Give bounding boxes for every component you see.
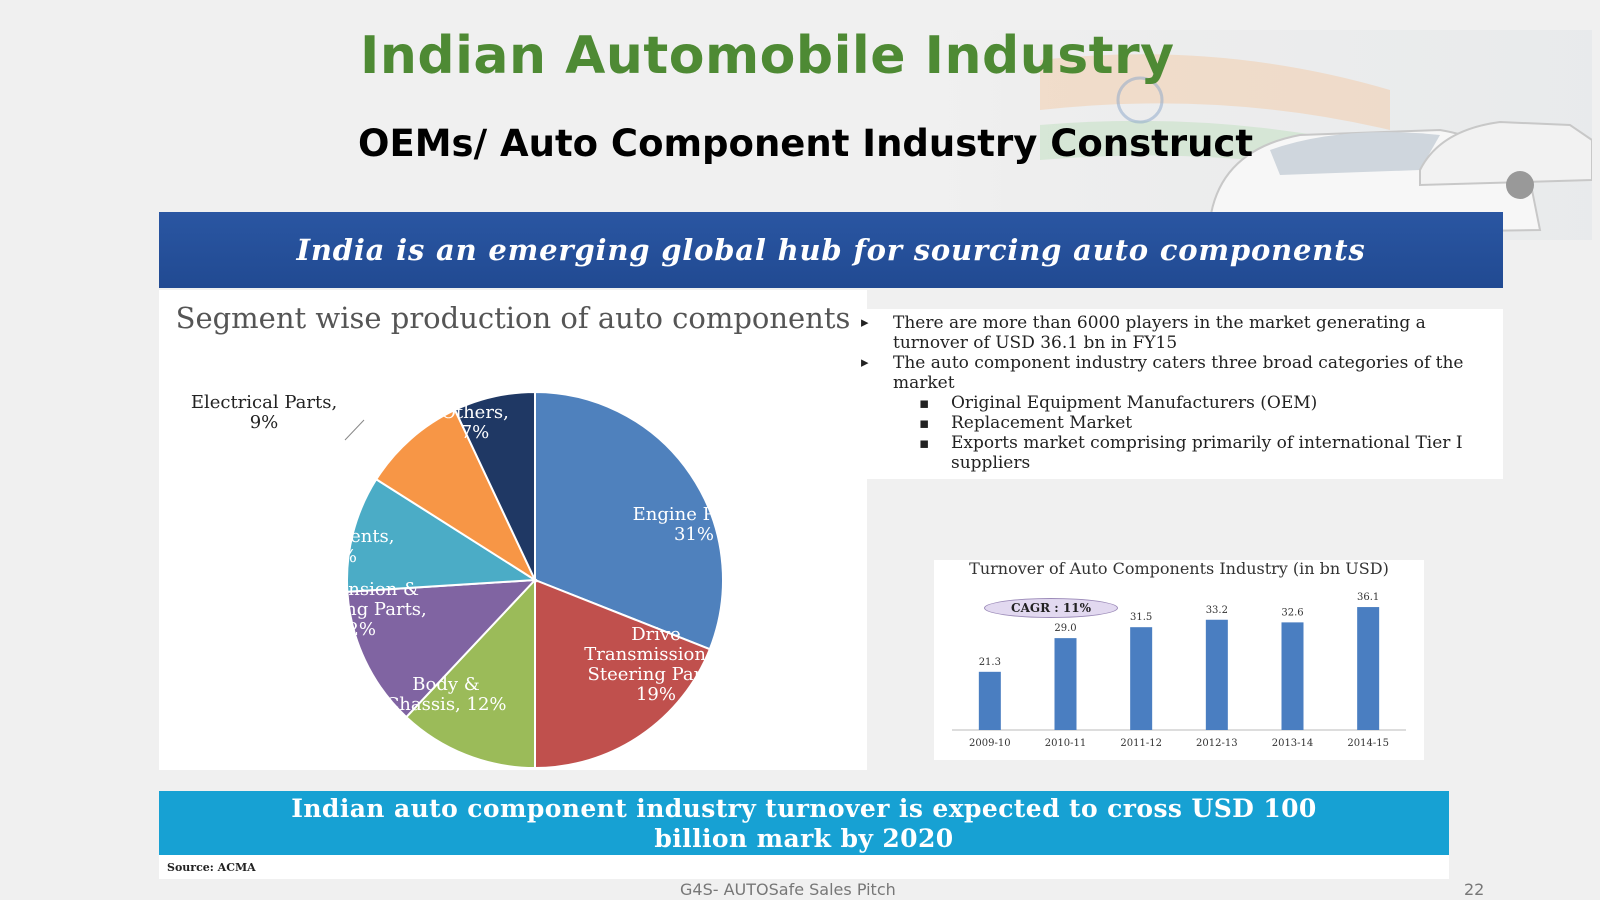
x-tick-label: 2009-10 [969, 738, 1011, 749]
pie-slice [453, 390, 536, 581]
bar [1205, 619, 1228, 730]
pie-slice [346, 477, 539, 593]
pie-slice-label: Suspension & Breaking Parts, 12% [285, 579, 427, 640]
bar-value-label: 31.5 [1130, 612, 1152, 623]
bar [1054, 638, 1077, 730]
pie-slice [374, 408, 538, 583]
pie-chart: Engine Parts, 31% Drive Transmission & Steer… [191, 390, 756, 770]
bar-chart: 21.3 2009-10 29.0 2010-11 31.5 2011-12 33.2 201… [952, 592, 1406, 749]
pie-slice-label: Equipments, 10% [279, 526, 394, 567]
page-number: 22 [1464, 880, 1485, 899]
bar-chart-title: Turnover of Auto Components Industry (in… [969, 559, 1389, 578]
pie-slice-label: Drive Transmission & Steering Parts, 19% [584, 624, 727, 705]
source-note: Source: ACMA [167, 861, 256, 874]
bar-value-label: 29.0 [1054, 623, 1076, 634]
bar-value-label: 33.2 [1206, 605, 1228, 616]
source-strip: Source: ACMA [159, 855, 1449, 879]
bar [1130, 627, 1153, 730]
x-tick-label: 2013-14 [1272, 738, 1314, 749]
forecast-line-1: Indian auto component industry turnover … [291, 794, 1317, 823]
slide-footer: G4S- AUTOSafe Sales Pitch [680, 880, 896, 899]
forecast-banner: Indian auto component industry turnover … [159, 791, 1449, 855]
bullet-list: There are more than 6000 players in the … [861, 309, 1503, 473]
bar [1357, 607, 1380, 730]
pie-slice [534, 390, 724, 651]
bar [978, 671, 1001, 730]
pie-slice [404, 577, 536, 770]
bar-chart-panel: Turnover of Auto Components Industry (in… [934, 560, 1424, 760]
bullet-list-panel: There are more than 6000 players in the … [861, 309, 1503, 479]
slide-subtitle: OEMs/ Auto Component Industry Construct [358, 122, 1254, 165]
bullet-item: The auto component industry caters three… [861, 352, 1503, 393]
pie-slice [346, 578, 538, 719]
banner-text: India is an emerging global hub for sour… [296, 233, 1366, 267]
pie-chart-title: Segment wise production of auto componen… [175, 301, 851, 335]
bar-value-label: 36.1 [1357, 592, 1379, 603]
pie-slice-label: Engine Parts, 31% [633, 504, 756, 545]
bullet-item: There are more than 6000 players in the … [861, 312, 1503, 353]
pie-slice-label: Body & Chassis, 12% [385, 674, 506, 715]
sub-bullet-item: Exports market comprising primarily of i… [867, 433, 1503, 473]
bar-value-label: 32.6 [1281, 607, 1303, 618]
sub-bullet-item: Original Equipment Manufacturers (OEM) [867, 393, 1503, 413]
pie-leader-line [344, 419, 365, 441]
bar [1281, 622, 1304, 730]
x-tick-label: 2012-13 [1196, 738, 1238, 749]
cagr-badge: CAGR : 11% [984, 598, 1118, 618]
pie-slice [534, 578, 712, 770]
bar-value-label: 21.3 [979, 657, 1001, 668]
headline-banner: India is an emerging global hub for sour… [159, 212, 1503, 288]
pie-slice-label: Others, 7% [441, 402, 509, 443]
slide-title: Indian Automobile Industry [360, 26, 1175, 86]
x-tick-label: 2010-11 [1045, 738, 1087, 749]
sub-bullet-item: Replacement Market [867, 413, 1503, 433]
pie-slice-label: Electrical Parts, 9% [191, 392, 337, 433]
pie-chart-panel: Segment wise production of auto componen… [159, 290, 867, 770]
forecast-line-2: billion mark by 2020 [654, 824, 954, 853]
x-tick-label: 2014-15 [1347, 738, 1389, 749]
x-tick-label: 2011-12 [1120, 738, 1162, 749]
